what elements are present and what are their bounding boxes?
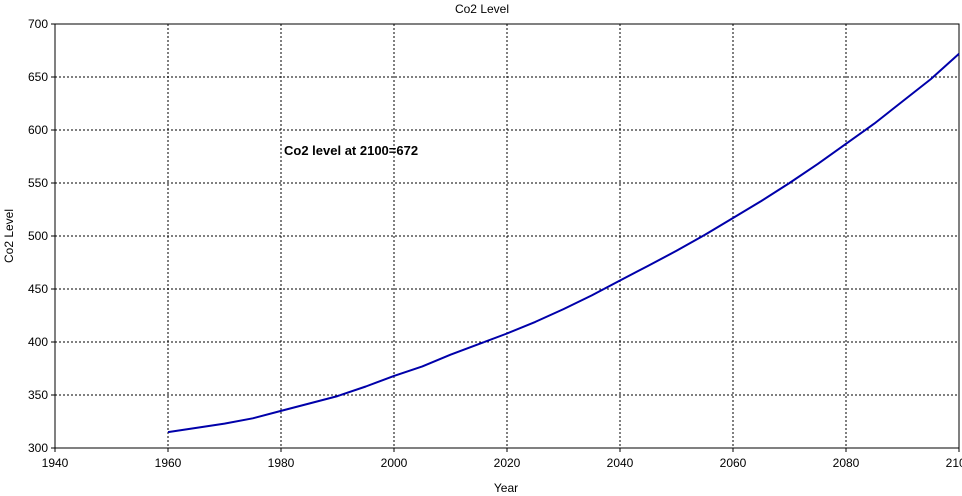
y-tick-label: 700 <box>28 17 48 31</box>
x-tick-label: 2020 <box>494 456 521 470</box>
x-tick-label: 2080 <box>833 456 860 470</box>
annotation-text: Co2 level at 2100=672 <box>284 143 418 158</box>
x-tick-label: 2060 <box>720 456 747 470</box>
y-tick-label: 550 <box>28 176 48 190</box>
y-tick-label: 350 <box>28 388 48 402</box>
x-tick-label: 2000 <box>381 456 408 470</box>
chart-title: Co2 Level <box>455 2 509 16</box>
x-tick-label: 1940 <box>42 456 69 470</box>
y-tick-label: 600 <box>28 123 48 137</box>
grid <box>55 24 959 448</box>
y-tick-label: 650 <box>28 70 48 84</box>
x-tick-label: 1960 <box>155 456 182 470</box>
y-axis-label: Co2 Level <box>2 209 16 263</box>
y-tick-label: 450 <box>28 282 48 296</box>
x-tick-label: 2040 <box>607 456 634 470</box>
axis-ticks: 1940 1960 1980 2000 2020 2040 2060 2080 2100 300 3… <box>28 17 962 470</box>
x-tick-label: 1980 <box>268 456 295 470</box>
co2-series-line <box>167 52 960 434</box>
x-axis-label: Year <box>494 481 518 495</box>
y-tick-label: 400 <box>28 335 48 349</box>
y-tick-label: 500 <box>28 229 48 243</box>
x-tick-label: 2100 <box>946 456 962 470</box>
y-tick-label: 300 <box>28 441 48 455</box>
series-group <box>167 52 960 434</box>
